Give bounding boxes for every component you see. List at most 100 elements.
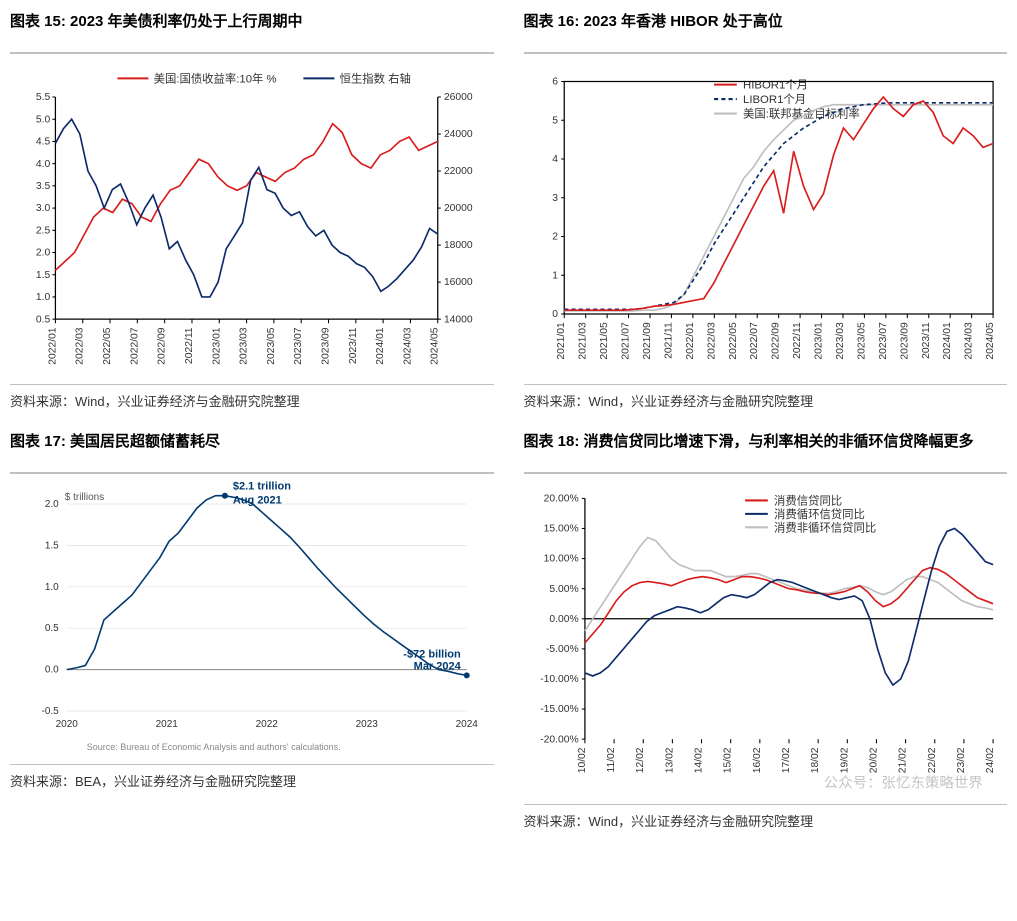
chart16-area: HIBOR1个月LIBOR1个月美国:联邦基金目标利率01234562021/0… [524, 66, 1008, 376]
svg-text:1.5: 1.5 [36, 270, 51, 281]
svg-text:LIBOR1个月: LIBOR1个月 [743, 93, 806, 106]
svg-text:2022/03: 2022/03 [706, 322, 717, 360]
panel-chart18: 图表 18: 消费信贷同比增速下滑，与利率相关的非循环信贷降幅更多 消费信贷同比… [524, 430, 1008, 830]
svg-text:20/02: 20/02 [868, 747, 879, 773]
svg-text:2022/05: 2022/05 [102, 327, 113, 365]
svg-text:2023/11: 2023/11 [348, 327, 359, 364]
svg-text:1.0: 1.0 [36, 292, 51, 303]
svg-text:2022/01: 2022/01 [47, 327, 58, 365]
svg-text:14000: 14000 [444, 314, 473, 325]
svg-text:3.5: 3.5 [36, 181, 51, 192]
svg-text:美国:国债收益率:10年 %: 美国:国债收益率:10年 % [154, 72, 277, 86]
svg-text:5.00%: 5.00% [549, 584, 578, 595]
chart17-area: $ trillions-0.50.00.51.01.52.02020202120… [10, 486, 494, 756]
svg-text:21/02: 21/02 [897, 747, 908, 773]
svg-text:-15.00%: -15.00% [540, 704, 578, 715]
svg-text:2023/01: 2023/01 [813, 322, 824, 360]
svg-text:4.0: 4.0 [36, 159, 51, 170]
svg-text:13/02: 13/02 [664, 747, 675, 773]
title-chart18: 图表 18: 消费信贷同比增速下滑，与利率相关的非循环信贷降幅更多 [524, 430, 1008, 474]
chart18-area: 消费信贷同比消费循环信贷同比消费非循环信贷同比 -20.00% -15.00% -10… [524, 486, 1008, 796]
svg-text:2021/05: 2021/05 [599, 322, 610, 360]
svg-text:4.5: 4.5 [36, 137, 51, 148]
svg-text:2021/07: 2021/07 [620, 322, 631, 360]
panel-chart15: 图表 15: 2023 年美债利率仍处于上行周期中 美国:国债收益率:10年 %… [10, 10, 494, 410]
svg-text:2.0: 2.0 [36, 248, 51, 259]
svg-text:10/02: 10/02 [576, 747, 587, 773]
svg-text:2023/03: 2023/03 [834, 322, 845, 360]
svg-text:23/02: 23/02 [955, 747, 966, 773]
svg-text:16000: 16000 [444, 277, 473, 288]
svg-text:14/02: 14/02 [693, 747, 704, 773]
panel-chart16: 图表 16: 2023 年香港 HIBOR 处于高位 HIBOR1个月LIBOR… [524, 10, 1008, 410]
svg-text:-20.00%: -20.00% [540, 734, 578, 745]
svg-text:2022/05: 2022/05 [727, 322, 738, 360]
source-chart18: 资料来源：Wind，兴业证券经济与金融研究院整理 [524, 804, 1008, 830]
svg-text:2022/09: 2022/09 [770, 322, 781, 360]
svg-text:1: 1 [552, 270, 558, 281]
svg-text:2024/01: 2024/01 [375, 327, 386, 365]
source-chart17: 资料来源：BEA，兴业证券经济与金融研究院整理 [10, 764, 494, 790]
svg-text:2021/09: 2021/09 [642, 322, 653, 360]
svg-text:16/02: 16/02 [751, 747, 762, 773]
svg-text:15.00%: 15.00% [543, 524, 578, 535]
svg-text:2023/09: 2023/09 [321, 327, 332, 365]
svg-text:2020: 2020 [56, 719, 79, 730]
svg-text:19/02: 19/02 [839, 747, 850, 773]
svg-text:2024/01: 2024/01 [942, 322, 953, 360]
svg-text:0.0: 0.0 [45, 665, 59, 676]
svg-text:2024/03: 2024/03 [402, 327, 413, 365]
svg-text:$ trillions: $ trillions [65, 492, 104, 503]
svg-text:2022/03: 2022/03 [75, 327, 86, 365]
svg-text:20.00%: 20.00% [543, 494, 578, 505]
svg-text:消费循环信贷同比: 消费循环信贷同比 [774, 507, 865, 521]
svg-text:10.00%: 10.00% [543, 554, 578, 565]
source-chart15: 资料来源：Wind，兴业证券经济与金融研究院整理 [10, 384, 494, 410]
svg-text:-10.00%: -10.00% [540, 674, 578, 685]
svg-text:2021: 2021 [156, 719, 179, 730]
chart-grid: 图表 15: 2023 年美债利率仍处于上行周期中 美国:国债收益率:10年 %… [10, 10, 1007, 830]
svg-text:2023/05: 2023/05 [266, 327, 277, 365]
svg-text:-5.00%: -5.00% [545, 644, 578, 655]
svg-text:2022/11: 2022/11 [184, 327, 195, 364]
svg-text:恒生指数 右轴: 恒生指数 右轴 [340, 72, 411, 86]
svg-text:24/02: 24/02 [985, 747, 996, 773]
svg-text:2021/11: 2021/11 [663, 322, 674, 359]
svg-text:18/02: 18/02 [810, 747, 821, 773]
svg-text:Aug 2021: Aug 2021 [233, 495, 282, 507]
svg-text:3: 3 [552, 193, 558, 204]
svg-text:0.5: 0.5 [45, 623, 59, 634]
svg-text:2024/05: 2024/05 [430, 327, 441, 365]
chart15-area: 美国:国债收益率:10年 %恒生指数 右轴0.51.01.52.02.53.03… [10, 66, 494, 376]
svg-text:0.00%: 0.00% [549, 614, 578, 625]
svg-text:2022/07: 2022/07 [129, 327, 140, 365]
svg-text:公众号：张忆东策略世界: 公众号：张忆东策略世界 [823, 775, 982, 792]
svg-text:2023/11: 2023/11 [920, 322, 931, 359]
title-chart16: 图表 16: 2023 年香港 HIBOR 处于高位 [524, 10, 1008, 54]
title-chart15: 图表 15: 2023 年美债利率仍处于上行周期中 [10, 10, 494, 54]
svg-text:18000: 18000 [444, 240, 473, 251]
svg-text:消费非循环信贷同比: 消费非循环信贷同比 [774, 520, 876, 534]
svg-text:2023/09: 2023/09 [899, 322, 910, 360]
svg-text:17/02: 17/02 [781, 747, 792, 773]
svg-text:0.5: 0.5 [36, 314, 51, 325]
svg-text:HIBOR1个月: HIBOR1个月 [743, 79, 808, 92]
svg-text:2023/07: 2023/07 [877, 322, 888, 360]
svg-text:11/02: 11/02 [606, 747, 617, 772]
svg-text:5.5: 5.5 [36, 92, 51, 103]
svg-text:2022/07: 2022/07 [749, 322, 760, 360]
svg-text:2: 2 [552, 232, 558, 243]
svg-text:2.0: 2.0 [45, 499, 59, 510]
svg-text:3.0: 3.0 [36, 203, 51, 214]
svg-text:消费信贷同比: 消费信贷同比 [774, 494, 842, 508]
svg-text:-$72 billion: -$72 billion [403, 648, 461, 660]
svg-text:22000: 22000 [444, 166, 473, 177]
svg-text:2024/03: 2024/03 [963, 322, 974, 360]
svg-text:2023/01: 2023/01 [211, 327, 222, 365]
svg-text:20000: 20000 [444, 203, 473, 214]
svg-text:2023/05: 2023/05 [856, 322, 867, 360]
svg-text:15/02: 15/02 [722, 747, 733, 773]
panel-chart17: 图表 17: 美国居民超额储蓄耗尽 $ trillions-0.50.00.51… [10, 430, 494, 830]
svg-text:26000: 26000 [444, 92, 473, 103]
svg-text:5.0: 5.0 [36, 114, 51, 125]
